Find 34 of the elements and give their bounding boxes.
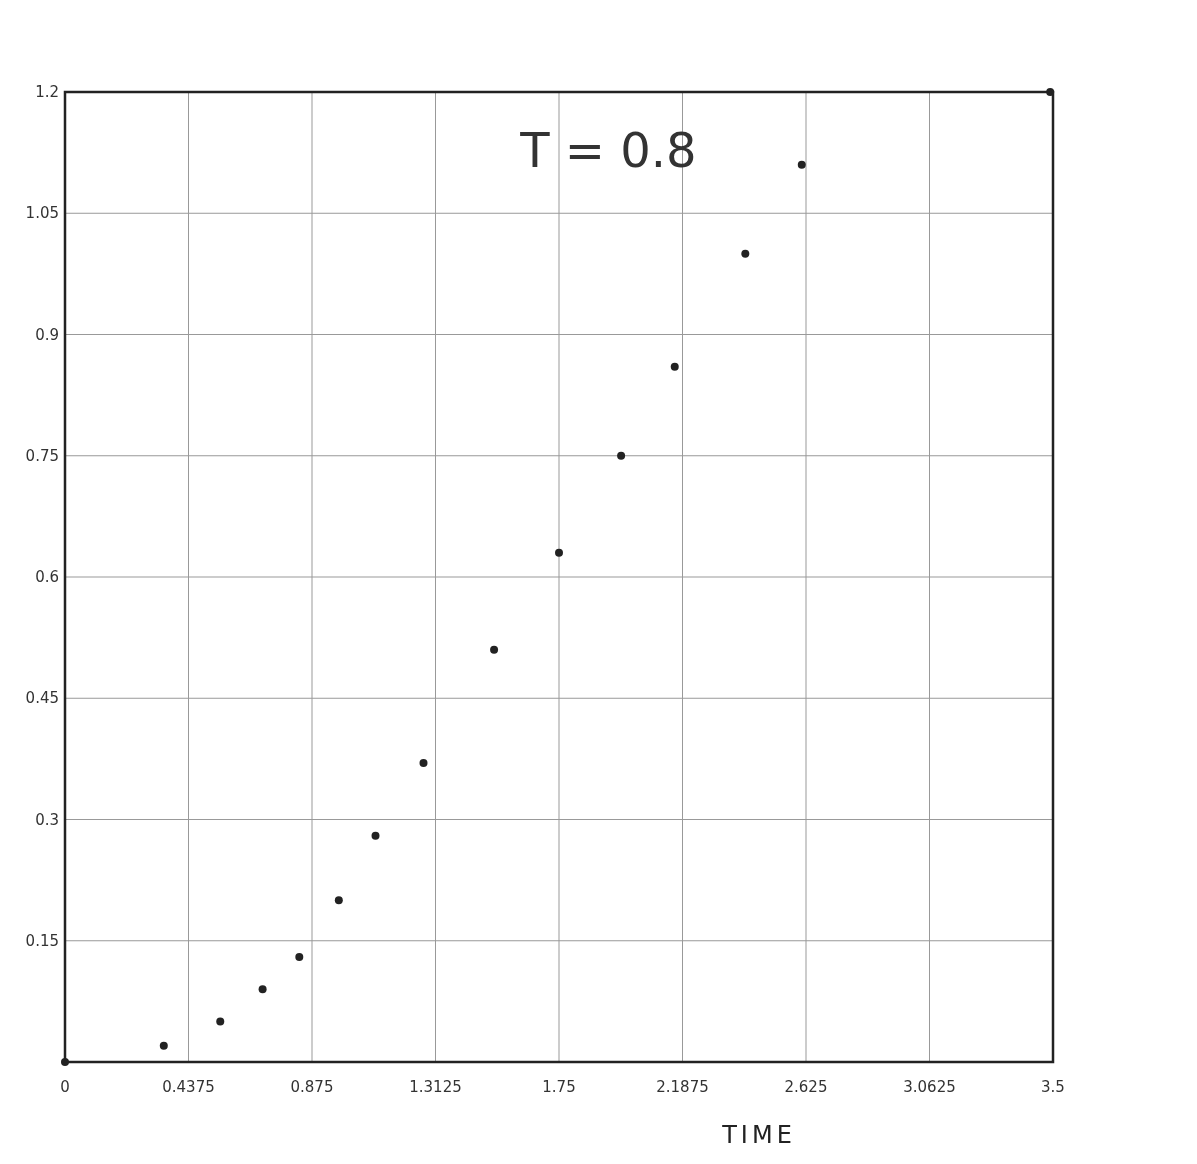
point xyxy=(670,362,679,371)
point xyxy=(490,645,499,654)
point xyxy=(741,249,750,258)
point xyxy=(334,896,343,905)
y-tick-label: 0.3 xyxy=(35,810,59,829)
point xyxy=(216,1017,225,1026)
x-tick-label: 3.0625 xyxy=(903,1078,956,1096)
x-tick-label: 2.625 xyxy=(784,1078,828,1096)
x-tick-label: 0.875 xyxy=(290,1078,334,1096)
x-tick-label: 0 xyxy=(60,1078,70,1096)
y-tick-label: 0.9 xyxy=(35,325,59,344)
x-tick-label: 0.4375 xyxy=(162,1078,215,1096)
x-tick-label: 1.3125 xyxy=(409,1078,462,1096)
y-tick-label: 1.2 xyxy=(35,83,59,101)
point xyxy=(555,548,563,557)
x-tick-label: 2.1875 xyxy=(656,1078,709,1096)
x-axis-title: TIME xyxy=(721,1121,796,1149)
y-tick-label: 0.45 xyxy=(25,689,59,708)
point xyxy=(419,758,428,767)
y-tick-label: 1.05 xyxy=(25,204,59,223)
y-tick-label: 0.15 xyxy=(25,931,59,950)
text: T = 0.8 xyxy=(519,122,697,178)
point xyxy=(1046,88,1055,96)
x-tick-label: 3.5 xyxy=(1041,1078,1065,1096)
point xyxy=(258,985,267,994)
y-tick-label: 0.75 xyxy=(25,446,59,465)
point xyxy=(371,831,380,840)
point xyxy=(797,160,806,169)
point xyxy=(295,952,304,961)
point xyxy=(61,1058,69,1066)
x-tick-label: 1.75 xyxy=(542,1078,576,1096)
y-tick-label: 0.6 xyxy=(35,568,59,586)
point xyxy=(159,1041,168,1050)
point xyxy=(617,451,626,460)
